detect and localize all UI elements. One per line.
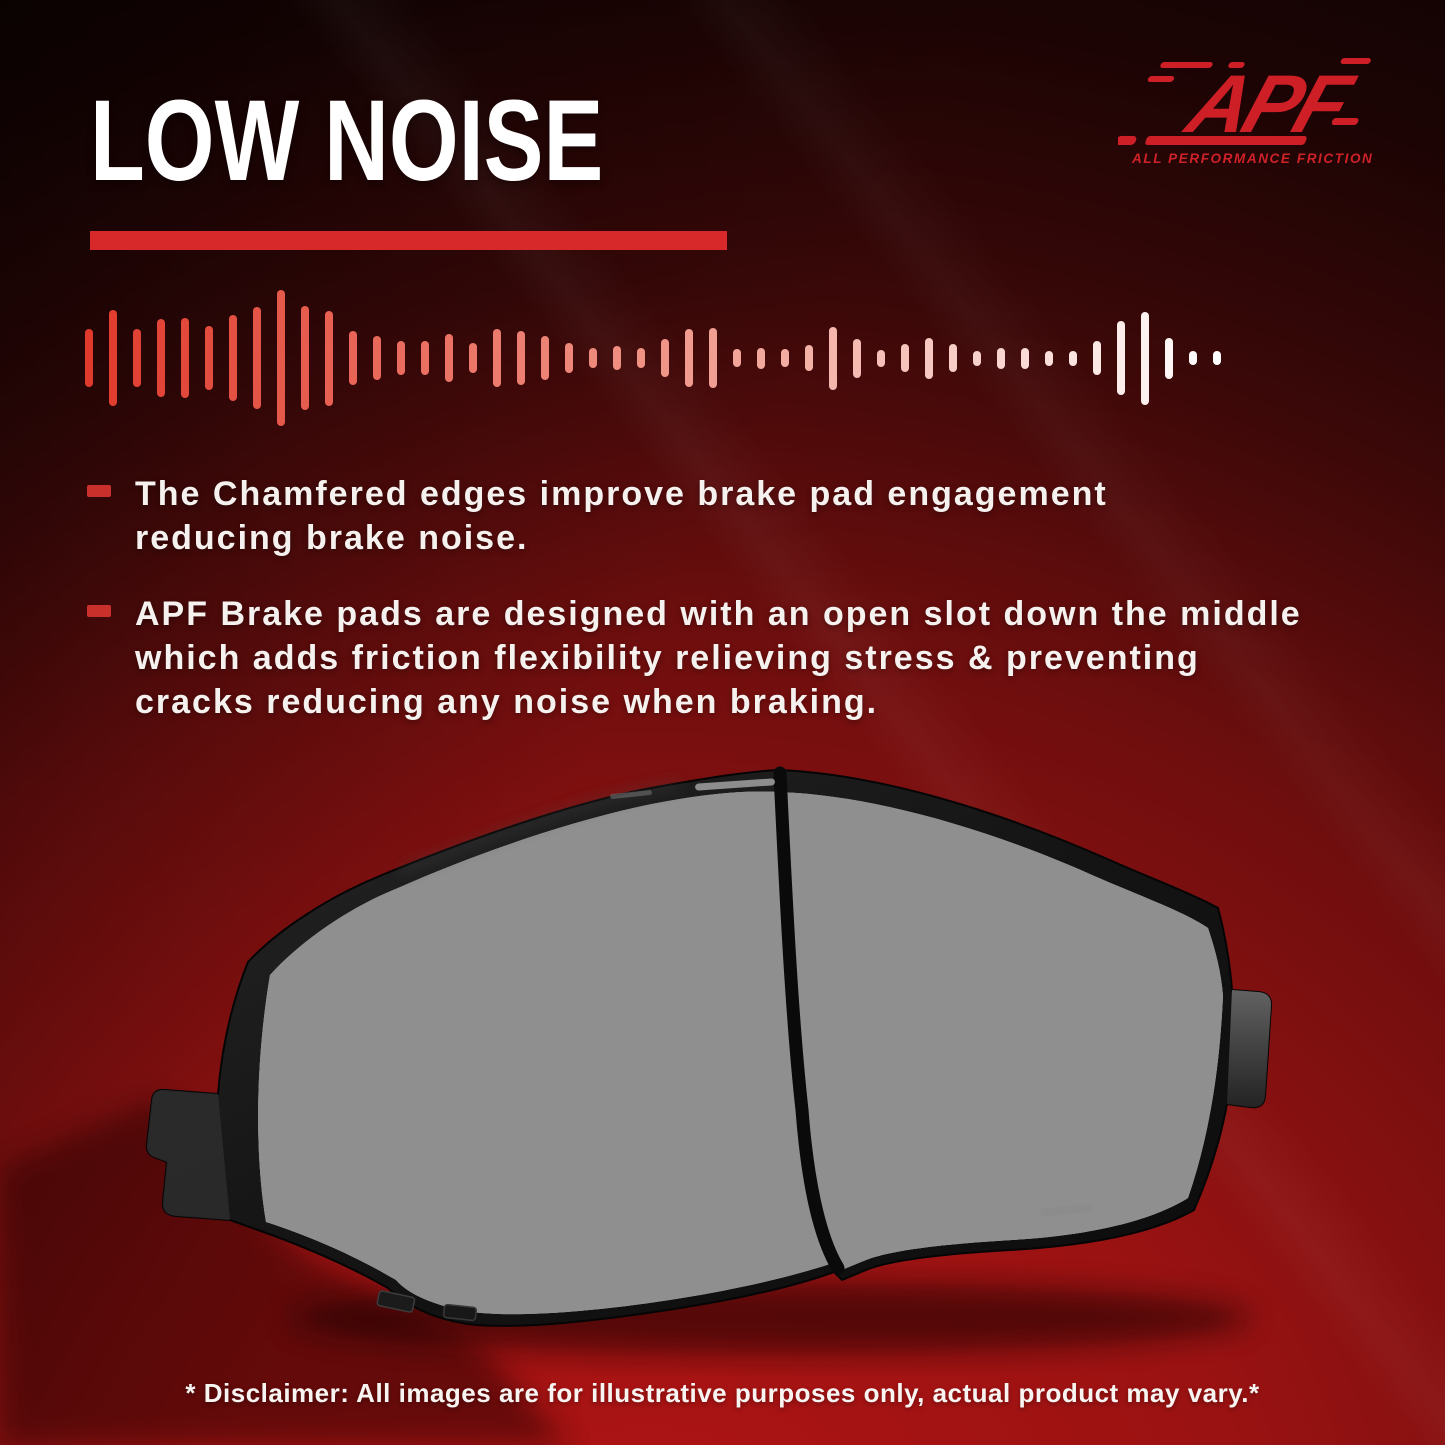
sound-wave-bar bbox=[997, 347, 1005, 369]
sound-wave-bar bbox=[733, 349, 741, 367]
sound-wave-bar bbox=[757, 347, 765, 369]
sound-wave-bar bbox=[781, 349, 789, 367]
pad-rim-highlight bbox=[399, 782, 681, 874]
sound-wave-bar bbox=[109, 310, 117, 406]
sound-wave-bar bbox=[157, 319, 165, 397]
pad-right-tab bbox=[1227, 990, 1272, 1108]
pad-cast-shadow bbox=[0, 1098, 570, 1445]
sound-wave-bar bbox=[517, 331, 525, 385]
sound-wave-bar bbox=[877, 349, 885, 367]
page-title: LOW NOISE bbox=[90, 77, 604, 205]
sound-wave-bar bbox=[493, 329, 501, 387]
sound-wave-bar bbox=[637, 348, 645, 368]
sound-wave-bar bbox=[1069, 350, 1077, 366]
pad-bottom-clip bbox=[376, 1290, 416, 1313]
sound-wave-bar bbox=[469, 343, 477, 373]
sound-wave-bar bbox=[181, 318, 189, 398]
sound-wave-bar bbox=[1213, 351, 1221, 365]
sound-wave-bar bbox=[205, 326, 213, 390]
pad-left-tab bbox=[146, 1089, 230, 1220]
sound-wave-bar bbox=[253, 307, 261, 409]
sound-wave-bar bbox=[1117, 321, 1125, 395]
sound-wave-bar bbox=[901, 344, 909, 372]
sound-wave-bar bbox=[589, 348, 597, 368]
sound-wave-bar bbox=[373, 336, 381, 380]
sound-wave-bar bbox=[853, 338, 861, 378]
sound-wave-bar bbox=[229, 315, 237, 401]
pad-bottom-clip bbox=[442, 1303, 477, 1322]
sound-wave-bar bbox=[1093, 341, 1101, 375]
sound-wave-bar bbox=[85, 329, 93, 387]
apf-logo-acronym: APF bbox=[1175, 58, 1365, 150]
sound-wave-bar bbox=[325, 310, 333, 406]
bullet-text-open-slot: APF Brake pads are designed with an open… bbox=[135, 595, 1302, 721]
bullet-dash-icon bbox=[87, 605, 111, 617]
bullet-text-chamfered-edges: The Chamfered edges improve brake pad en… bbox=[135, 475, 1108, 557]
sound-wave-bar bbox=[1045, 350, 1053, 366]
sound-wave-bar bbox=[829, 326, 837, 390]
sound-wave-bar bbox=[397, 341, 405, 375]
disclaimer-text: * Disclaimer: All images are for illustr… bbox=[185, 1378, 1260, 1408]
pad-metal-clip bbox=[1040, 1203, 1092, 1217]
sound-wave-bar bbox=[661, 339, 669, 377]
pad-center-slot bbox=[773, 766, 845, 1275]
bullet-dash-icon bbox=[87, 485, 111, 497]
sound-wave-bar bbox=[565, 343, 573, 373]
sound-wave-bar bbox=[925, 337, 933, 379]
sound-wave-bar bbox=[685, 329, 693, 387]
apf-logo-tagline: ALL PERFORMANCE FRICTION bbox=[1131, 151, 1373, 166]
sound-wave-bar bbox=[709, 328, 717, 388]
sound-wave-bar bbox=[133, 329, 141, 387]
sound-wave-bar bbox=[277, 290, 285, 426]
sound-wave-bar bbox=[541, 336, 549, 380]
sound-wave-bar bbox=[1189, 351, 1197, 365]
sound-wave-bar bbox=[301, 306, 309, 410]
apf-logo-mark: APF bbox=[1118, 58, 1371, 150]
sound-wave-bar bbox=[445, 334, 453, 382]
sound-wave-bar bbox=[349, 331, 357, 385]
pad-metal-clip bbox=[610, 790, 652, 799]
sound-wave-bar bbox=[1165, 337, 1173, 379]
sound-wave-bar bbox=[421, 341, 429, 375]
sound-wave-bar bbox=[613, 346, 621, 370]
sound-wave-bar bbox=[1021, 347, 1029, 369]
sound-wave-bar bbox=[805, 345, 813, 371]
sound-wave-bar bbox=[1141, 311, 1149, 405]
apf-logo: APF ALL PERFORMANCE FRICTION bbox=[1118, 58, 1373, 166]
sound-wave bbox=[85, 286, 1265, 430]
sound-wave-bar bbox=[973, 350, 981, 366]
sound-wave-bar bbox=[949, 344, 957, 372]
title-underline bbox=[90, 231, 727, 250]
pad-metal-clip bbox=[695, 778, 775, 791]
